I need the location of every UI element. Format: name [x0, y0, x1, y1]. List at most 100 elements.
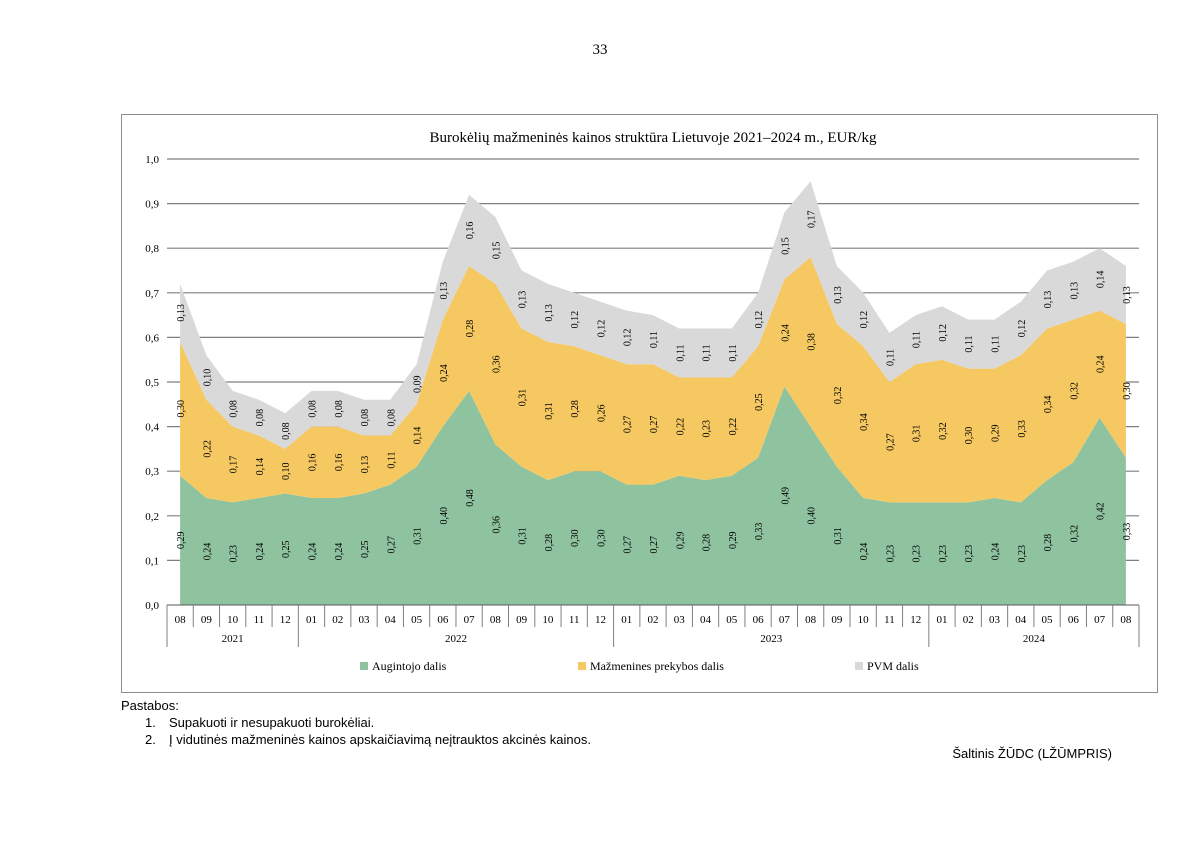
data-label-pvm: 0,10 [202, 369, 213, 387]
data-label-pvm: 0,08 [307, 400, 318, 418]
data-label-pvm: 0,13 [1122, 286, 1133, 304]
data-label-augintojo: 0,33 [1122, 523, 1133, 541]
data-label-augintojo: 0,31 [833, 527, 844, 545]
data-label-pvm: 0,12 [596, 320, 607, 338]
data-label-pvm: 0,12 [859, 311, 870, 329]
x-tick-label: 07 [464, 614, 476, 626]
data-label-augintojo: 0,40 [439, 507, 450, 525]
data-label-mazmenines: 0,28 [465, 320, 476, 338]
data-label-augintojo: 0,23 [912, 545, 923, 563]
data-label-augintojo: 0,27 [386, 536, 397, 554]
data-label-mazmenines: 0,31 [912, 425, 923, 443]
x-tick-label: 03 [989, 614, 1001, 626]
page-number: 33 [592, 42, 608, 58]
y-tick-label: 0,6 [145, 332, 159, 344]
x-tick-label: 12 [910, 614, 921, 626]
year-label: 2023 [760, 633, 783, 645]
data-label-pvm: 0,11 [990, 336, 1001, 353]
data-label-augintojo: 0,27 [649, 536, 660, 554]
data-label-augintojo: 0,24 [859, 543, 870, 561]
data-label-augintojo: 0,24 [990, 543, 1001, 561]
x-tick-label: 03 [359, 614, 371, 626]
y-tick-label: 0,5 [145, 377, 159, 389]
x-tick-label: 01 [621, 614, 632, 626]
note-text: Į vidutinės mažmeninės kainos apskaičiav… [169, 732, 591, 747]
data-label-mazmenines: 0,32 [1069, 382, 1080, 400]
legend-label-augintojo: Augintojo dalis [372, 659, 447, 673]
x-tick-label: 11 [254, 614, 265, 626]
legend-label-pvm: PVM dalis [867, 659, 919, 673]
x-tick-label: 05 [1042, 614, 1054, 626]
chart-title: Burokėlių mažmeninės kainos struktūra Li… [429, 130, 877, 146]
data-label-augintojo: 0,28 [1043, 534, 1054, 552]
data-label-pvm: 0,08 [281, 422, 292, 440]
x-tick-label: 10 [227, 614, 239, 626]
data-label-mazmenines: 0,10 [281, 462, 292, 480]
x-tick-label: 12 [595, 614, 606, 626]
data-label-pvm: 0,14 [1096, 271, 1107, 289]
y-tick-label: 0,1 [145, 555, 159, 567]
data-label-pvm: 0,13 [518, 291, 529, 309]
data-label-augintojo: 0,29 [675, 532, 686, 550]
x-tick-label: 04 [1015, 614, 1027, 626]
y-tick-label: 0,2 [145, 511, 159, 523]
stacked-area-chart: Burokėlių mažmeninės kainos struktūra Li… [145, 130, 1140, 673]
y-tick-label: 0,0 [145, 600, 159, 612]
x-tick-label: 04 [700, 614, 712, 626]
x-tick-label: 09 [831, 614, 843, 626]
x-tick-label: 08 [175, 614, 187, 626]
y-tick-label: 0,4 [145, 422, 159, 434]
data-label-pvm: 0,15 [491, 242, 502, 260]
data-label-mazmenines: 0,13 [360, 456, 371, 474]
data-label-augintojo: 0,25 [360, 541, 371, 559]
data-label-augintojo: 0,25 [281, 541, 292, 559]
data-label-mazmenines: 0,22 [202, 440, 213, 458]
data-label-mazmenines: 0,31 [544, 402, 555, 420]
x-tick-label: 02 [332, 614, 343, 626]
data-label-mazmenines: 0,26 [597, 404, 608, 422]
data-label-pvm: 0,08 [255, 409, 266, 427]
data-label-augintojo: 0,23 [885, 545, 896, 563]
data-label-mazmenines: 0,16 [334, 454, 345, 472]
year-label: 2024 [1023, 633, 1046, 645]
note-item: 1. Supakuoti ir nesupakuoti burokėliai. [145, 714, 591, 731]
data-label-augintojo: 0,24 [202, 543, 213, 561]
note-number: 1. [145, 715, 156, 730]
data-label-pvm: 0,08 [386, 409, 397, 427]
data-label-mazmenines: 0,30 [1122, 382, 1133, 400]
data-label-augintojo: 0,24 [255, 543, 266, 561]
data-label-augintojo: 0,23 [229, 545, 240, 563]
data-label-mazmenines: 0,32 [833, 387, 844, 405]
x-tick-label: 09 [201, 614, 213, 626]
data-label-mazmenines: 0,38 [807, 333, 818, 351]
x-tick-label: 08 [805, 614, 817, 626]
data-label-pvm: 0,11 [885, 349, 896, 366]
x-tick-label: 02 [963, 614, 974, 626]
x-tick-label: 08 [1120, 614, 1132, 626]
x-tick-label: 07 [1094, 614, 1106, 626]
data-label-mazmenines: 0,14 [255, 458, 266, 476]
x-tick-label: 11 [569, 614, 580, 626]
x-tick-label: 06 [437, 614, 449, 626]
data-label-augintojo: 0,33 [754, 523, 765, 541]
data-label-mazmenines: 0,32 [938, 422, 949, 440]
data-label-pvm: 0,12 [1017, 320, 1028, 338]
notes: Pastabos: 1. Supakuoti ir nesupakuoti bur… [121, 697, 591, 748]
area-pvm [180, 181, 1126, 449]
data-label-pvm: 0,13 [176, 304, 187, 322]
y-tick-label: 1,0 [145, 154, 159, 166]
data-label-mazmenines: 0,27 [885, 433, 896, 451]
note-number: 2. [145, 732, 156, 747]
data-label-augintojo: 0,42 [1096, 503, 1107, 521]
data-label-mazmenines: 0,30 [964, 427, 975, 445]
data-label-mazmenines: 0,34 [1043, 396, 1054, 414]
data-label-mazmenines: 0,33 [1017, 420, 1028, 438]
data-label-mazmenines: 0,23 [702, 420, 713, 438]
data-label-augintojo: 0,24 [334, 543, 345, 561]
x-tick-label: 05 [726, 614, 738, 626]
data-label-augintojo: 0,29 [728, 532, 739, 550]
data-label-pvm: 0,13 [544, 304, 555, 322]
data-label-pvm: 0,13 [439, 282, 450, 300]
note-item: 2. Į vidutinės mažmeninės kainos apskaiči… [145, 731, 591, 748]
data-label-pvm: 0,17 [807, 210, 818, 228]
